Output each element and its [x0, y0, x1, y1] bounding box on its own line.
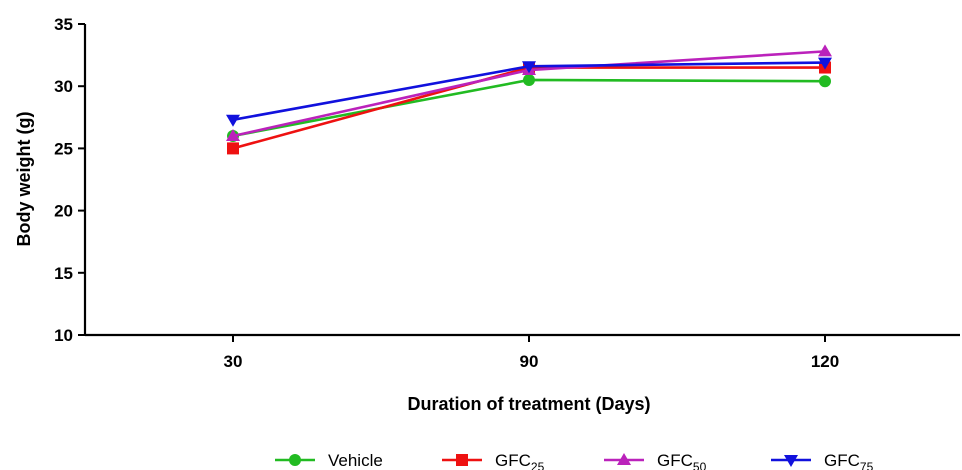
y-tick-label: 20 — [54, 202, 73, 221]
legend-label: GFC75 — [824, 451, 874, 470]
legend-label-base: Vehicle — [328, 451, 383, 470]
x-tick-label: 30 — [224, 352, 243, 371]
series-group — [226, 44, 832, 155]
series-vehicle — [227, 73, 831, 142]
legend-label: GFC25 — [495, 451, 545, 470]
legend-label: GFC50 — [657, 451, 707, 470]
y-tick-label: 25 — [54, 139, 73, 158]
x-axis-title: Duration of treatment (Days) — [407, 394, 650, 414]
x-tick-label: 90 — [520, 352, 539, 371]
data-point-marker — [227, 142, 239, 155]
y-tick-label: 15 — [54, 264, 73, 283]
y-tick-label: 10 — [54, 326, 73, 345]
data-point-marker — [818, 57, 832, 70]
data-point-marker — [226, 128, 240, 141]
data-point-marker — [523, 73, 535, 86]
legend-label: Vehicle — [328, 451, 383, 470]
legend-label-subscript: 75 — [860, 460, 874, 470]
legend-label-subscript: 25 — [531, 460, 545, 470]
axes — [83, 24, 960, 337]
legend-label-base: GFC — [657, 451, 693, 470]
legend-swatch-marker — [289, 454, 301, 466]
legend-label-base: GFC — [495, 451, 531, 470]
data-point-marker — [226, 114, 240, 127]
legend-item: GFC75 — [771, 451, 874, 470]
legend-swatch-marker — [617, 453, 631, 465]
y-axis-title: Body weight (g) — [14, 112, 34, 247]
legend-label-subscript: 50 — [693, 460, 707, 470]
x-tick-label: 120 — [811, 352, 839, 371]
legend-swatch-marker — [456, 454, 468, 466]
y-ticks: 10 15 20 25 30 35 — [54, 15, 85, 345]
series-line — [232, 78, 826, 138]
x-ticks: 30 90 120 — [224, 335, 839, 371]
y-tick-label: 35 — [54, 15, 73, 34]
legend-label-base: GFC — [824, 451, 860, 470]
data-point-marker — [819, 75, 831, 88]
legend: Vehicle GFC25 GFC50 GFC75 — [275, 451, 874, 470]
data-point-marker — [522, 61, 536, 74]
series-gfc75 — [226, 57, 832, 127]
y-tick-label: 30 — [54, 77, 73, 96]
legend-item: GFC50 — [604, 451, 707, 470]
legend-item: Vehicle — [275, 451, 383, 470]
legend-item: GFC25 — [442, 451, 545, 470]
data-point-marker — [818, 44, 832, 57]
legend-swatch-marker — [784, 455, 798, 467]
